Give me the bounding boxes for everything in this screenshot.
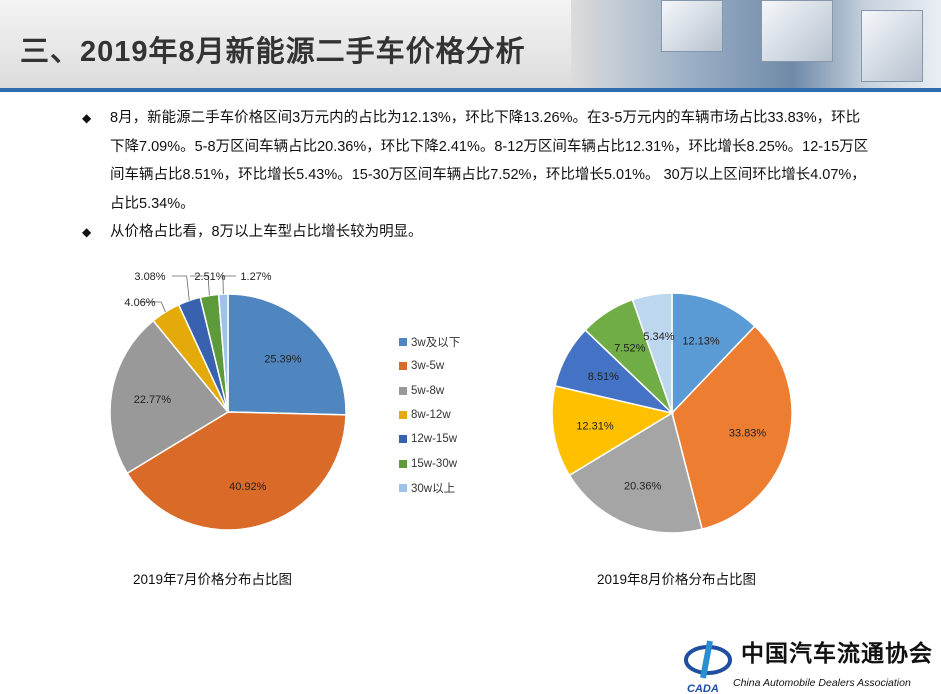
pie-slice-3 bbox=[551, 384, 674, 477]
pie-slice-2 bbox=[568, 411, 704, 534]
svg-text:CADA: CADA bbox=[687, 683, 719, 694]
header-image bbox=[571, 0, 941, 88]
header-bar: 三、2019年8月新能源二手车价格分析 bbox=[0, 0, 941, 88]
slice-label: 33.83% bbox=[729, 428, 767, 440]
cada-logo: CADA 中国汽车流通协会 China Automobile Dealers A… bbox=[683, 636, 941, 694]
july-chart-title: 2019年7月价格分布占比图 bbox=[133, 572, 293, 587]
slice-label: 20.36% bbox=[624, 480, 662, 492]
leader-line bbox=[190, 275, 210, 296]
legend-swatch bbox=[399, 483, 407, 492]
page-title: 三、2019年8月新能源二手车价格分析 bbox=[20, 36, 526, 68]
slice-label: 22.77% bbox=[134, 394, 172, 406]
legend-label: 15w-30w bbox=[411, 457, 458, 470]
legend-label: 8w-12w bbox=[411, 409, 451, 422]
legend-swatch bbox=[399, 459, 407, 468]
legend-label: 3w-5w bbox=[411, 360, 445, 373]
slice-label: 40.92% bbox=[229, 481, 267, 493]
legend-item: 5w-8w bbox=[399, 379, 460, 403]
slice-label: 1.27% bbox=[240, 271, 271, 283]
pie-slice-0 bbox=[671, 292, 756, 415]
slice-label: 5.34% bbox=[643, 331, 674, 343]
diamond-bullet-icon: ◆ bbox=[82, 111, 92, 125]
legend-item: 30w以上 bbox=[399, 476, 460, 500]
legend-item: 12w-15w bbox=[399, 427, 460, 451]
diamond-bullet-icon: ◆ bbox=[82, 225, 92, 239]
slice-label: 4.06% bbox=[124, 297, 155, 309]
chart-legend: 3w及以下 3w-5w 5w-8w 8w-12w 12w-15w 15w-30w 30w以上 bbox=[399, 330, 460, 500]
leader-line bbox=[140, 301, 166, 313]
legend-label: 5w-8w bbox=[411, 384, 445, 397]
slice-label: 3.08% bbox=[134, 271, 165, 283]
pie-slice-0 bbox=[227, 293, 347, 416]
bullet-item: ◆ 从价格占比看，8万以上车型占比增长较为明显。 bbox=[82, 218, 872, 247]
leader-line bbox=[172, 275, 190, 301]
legend-label: 30w以上 bbox=[411, 482, 456, 495]
legend-swatch bbox=[399, 362, 407, 371]
slice-label: 7.52% bbox=[614, 342, 645, 354]
legend-item: 8w-12w bbox=[399, 403, 460, 427]
cada-emblem-icon: CADA bbox=[684, 640, 732, 694]
slice-label: 25.39% bbox=[264, 353, 302, 365]
july-pie-chart: 25.39% 40.92% 22.77% 4.06% 3.08% 2.51% 1.27% bbox=[109, 271, 347, 531]
legend-label: 12w-15w bbox=[411, 433, 458, 446]
legend-swatch bbox=[399, 338, 407, 347]
legend-item: 3w-5w bbox=[399, 354, 460, 378]
bullet-item: ◆ 8月，新能源二手车价格区间3万元内的占比为12.13%，环比下降13.26%。… bbox=[82, 104, 872, 218]
legend-swatch bbox=[399, 411, 407, 420]
legend-item: 15w-30w bbox=[399, 451, 460, 475]
august-pie-chart: 12.13% 33.83% 20.36% 12.31% 8.51% 7.52%5.34% bbox=[551, 292, 793, 534]
legend-swatch bbox=[399, 386, 407, 395]
pie-slice-6 bbox=[217, 293, 229, 413]
pie-slice-1 bbox=[671, 325, 793, 531]
logo-chinese-text: 中国汽车流通协会 bbox=[741, 640, 933, 667]
pie-slice-6 bbox=[631, 292, 673, 414]
header-divider bbox=[0, 88, 941, 92]
bullet-list: ◆ 8月，新能源二手车价格区间3万元内的占比为12.13%，环比下降13.26%。… bbox=[82, 104, 872, 247]
logo-english-text: China Automobile Dealers Association bbox=[733, 677, 911, 689]
legend-swatch bbox=[399, 435, 407, 444]
legend-item: 3w及以下 bbox=[399, 330, 460, 354]
slice-label: 8.51% bbox=[588, 371, 619, 383]
slice-label: 12.13% bbox=[682, 336, 720, 348]
slice-label: 12.31% bbox=[576, 420, 614, 432]
pie-slice-1 bbox=[126, 411, 347, 531]
legend-label: 3w及以下 bbox=[411, 337, 461, 350]
pie-slice-2 bbox=[109, 319, 230, 475]
leader-line bbox=[222, 275, 236, 295]
august-chart-title: 2019年8月价格分布占比图 bbox=[597, 572, 757, 587]
slice-label: 2.51% bbox=[194, 271, 225, 283]
